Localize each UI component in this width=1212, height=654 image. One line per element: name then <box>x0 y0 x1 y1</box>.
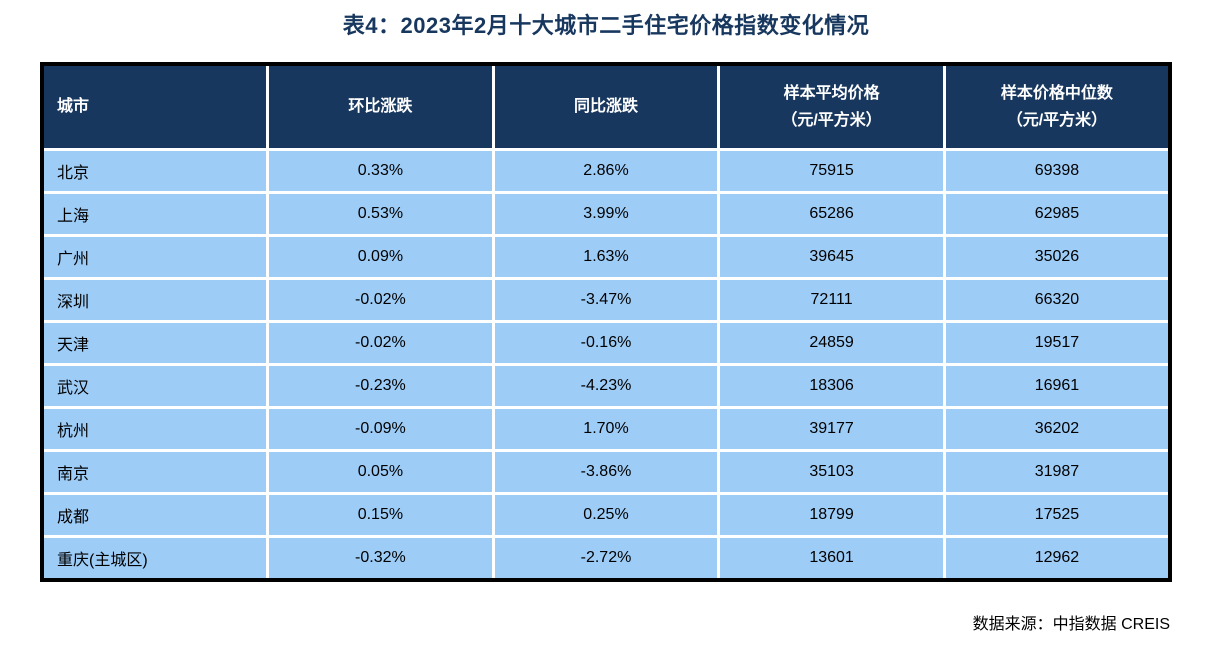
mom-cell: 0.09% <box>266 234 495 280</box>
header-label: 样本平均价格 <box>783 84 880 102</box>
city-cell: 成都 <box>40 492 270 538</box>
city-cell: 上海 <box>40 191 270 237</box>
table-row: 北京 0.33% 2.86% 75915 69398 <box>40 148 1172 194</box>
yoy-cell: -3.47% <box>491 277 721 323</box>
yoy-cell: -4.23% <box>491 363 721 409</box>
median-price-cell: 19517 <box>942 320 1172 366</box>
table-header: 城市 环比涨跌 同比涨跌 样本平均价格 （元/平方米） <box>40 62 1172 151</box>
table-row: 广州 0.09% 1.63% 39645 35026 <box>40 234 1172 280</box>
avg-price-cell: 24859 <box>717 320 946 366</box>
header-cell-avg-price: 样本平均价格 （元/平方米） <box>717 62 946 151</box>
header-label: 环比涨跌 <box>348 98 413 116</box>
header-cell-mom: 环比涨跌 <box>266 62 495 151</box>
yoy-cell: 1.70% <box>491 406 721 452</box>
header-row: 城市 环比涨跌 同比涨跌 样本平均价格 （元/平方米） <box>40 62 1172 151</box>
city-cell: 南京 <box>40 449 270 495</box>
avg-price-cell: 18306 <box>717 363 946 409</box>
yoy-cell: -0.16% <box>491 320 721 366</box>
city-cell: 广州 <box>40 234 270 280</box>
header-cell-median-price: 样本价格中位数 （元/平方米） <box>942 62 1172 151</box>
table-row: 武汉 -0.23% -4.23% 18306 16961 <box>40 363 1172 409</box>
yoy-cell: 0.25% <box>491 492 721 538</box>
header-sublabel: （元/平方米） <box>781 112 882 129</box>
median-price-cell: 35026 <box>942 234 1172 280</box>
yoy-cell: 1.63% <box>491 234 721 280</box>
header-cell-city: 城市 <box>40 62 270 151</box>
median-price-cell: 17525 <box>942 492 1172 538</box>
city-cell: 杭州 <box>40 406 270 452</box>
table-row: 南京 0.05% -3.86% 35103 31987 <box>40 449 1172 495</box>
city-cell: 重庆(主城区) <box>40 535 270 582</box>
city-cell: 北京 <box>40 148 270 194</box>
table-row: 重庆(主城区) -0.32% -2.72% 13601 12962 <box>40 535 1172 582</box>
mom-cell: 0.53% <box>266 191 495 237</box>
avg-price-cell: 13601 <box>717 535 946 582</box>
median-price-cell: 31987 <box>942 449 1172 495</box>
yoy-cell: 3.99% <box>491 191 721 237</box>
mom-cell: -0.32% <box>266 535 495 582</box>
mom-cell: 0.33% <box>266 148 495 194</box>
mom-cell: -0.23% <box>266 363 495 409</box>
data-source-note: 数据来源：中指数据 CREIS <box>972 616 1170 633</box>
table-row: 天津 -0.02% -0.16% 24859 19517 <box>40 320 1172 366</box>
median-price-cell: 16961 <box>942 363 1172 409</box>
table-row: 深圳 -0.02% -3.47% 72111 66320 <box>40 277 1172 323</box>
price-table: 城市 环比涨跌 同比涨跌 样本平均价格 （元/平方米） <box>40 62 1172 582</box>
table-row: 成都 0.15% 0.25% 18799 17525 <box>40 492 1172 538</box>
page-title: 表4：2023年2月十大城市二手住宅价格指数变化情况 <box>342 13 870 38</box>
table-row: 杭州 -0.09% 1.70% 39177 36202 <box>40 406 1172 452</box>
header-sublabel: （元/平方米） <box>1006 112 1108 129</box>
avg-price-cell: 39177 <box>717 406 946 452</box>
avg-price-cell: 39645 <box>717 234 946 280</box>
price-table-container: 城市 环比涨跌 同比涨跌 样本平均价格 （元/平方米） <box>40 62 1172 582</box>
avg-price-cell: 35103 <box>717 449 946 495</box>
median-price-cell: 36202 <box>942 406 1172 452</box>
median-price-cell: 66320 <box>942 277 1172 323</box>
avg-price-cell: 75915 <box>717 148 946 194</box>
median-price-cell: 69398 <box>942 148 1172 194</box>
header-cell-yoy: 同比涨跌 <box>491 62 721 151</box>
table-row: 上海 0.53% 3.99% 65286 62985 <box>40 191 1172 237</box>
mom-cell: 0.15% <box>266 492 495 538</box>
median-price-cell: 12962 <box>942 535 1172 582</box>
table-body: 北京 0.33% 2.86% 75915 69398 上海 0.53% 3.99… <box>40 148 1172 582</box>
mom-cell: 0.05% <box>266 449 495 495</box>
median-price-cell: 62985 <box>942 191 1172 237</box>
avg-price-cell: 72111 <box>717 277 946 323</box>
avg-price-cell: 65286 <box>717 191 946 237</box>
mom-cell: -0.09% <box>266 406 495 452</box>
mom-cell: -0.02% <box>266 320 495 366</box>
city-cell: 天津 <box>40 320 270 366</box>
header-label: 同比涨跌 <box>573 98 638 116</box>
header-label: 城市 <box>57 98 90 116</box>
mom-cell: -0.02% <box>266 277 495 323</box>
city-cell: 深圳 <box>40 277 270 323</box>
avg-price-cell: 18799 <box>717 492 946 538</box>
header-label: 样本价格中位数 <box>1000 84 1113 102</box>
yoy-cell: -3.86% <box>491 449 721 495</box>
city-cell: 武汉 <box>40 363 270 409</box>
yoy-cell: 2.86% <box>491 148 721 194</box>
yoy-cell: -2.72% <box>491 535 721 582</box>
